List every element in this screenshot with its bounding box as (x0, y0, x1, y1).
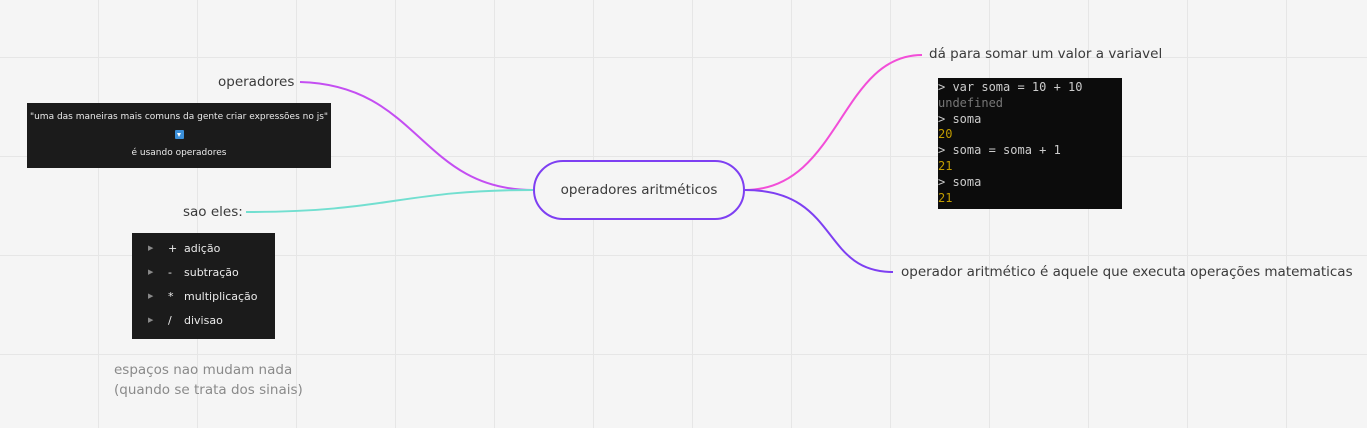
terminal-line: 20 (938, 127, 953, 142)
operator-name: multiplicação (184, 290, 258, 303)
terminal-line: 21 (938, 190, 953, 205)
central-topic-node[interactable]: operadores aritméticos (533, 160, 745, 220)
sao-eles-node[interactable]: sao eles: (183, 204, 243, 220)
operator-symbol: * (168, 290, 174, 303)
operator-symbol: + (168, 242, 178, 255)
quote-line-1: "uma das maneiras mais comuns da gente c… (29, 112, 329, 122)
triangle-right-icon: ▶ (148, 268, 154, 276)
central-topic-label: operadores aritméticos (560, 182, 718, 198)
quote-line-2: é usando operadores (131, 148, 227, 158)
connector-definition (744, 189, 894, 273)
list-item: ▶ - subtração (132, 266, 275, 282)
terminal-line: > soma (938, 111, 982, 126)
operadores-node[interactable]: operadores (218, 74, 295, 90)
terminal-line: undefined (938, 95, 1004, 110)
operators-list-card[interactable]: ▶ + adição ▶ - subtração ▶ * multiplicaç… (132, 233, 275, 339)
operator-name: adição (184, 242, 221, 255)
list-item: ▶ * multiplicação (132, 290, 275, 306)
note-line-1[interactable]: espaços nao mudam nada (114, 362, 293, 378)
operator-symbol: / (168, 314, 172, 327)
somar-node[interactable]: dá para somar um valor a variavel (929, 46, 1163, 62)
operator-name: divisao (184, 314, 223, 327)
list-item: ▶ / divisao (132, 314, 275, 330)
down-arrow-icon (174, 130, 184, 139)
connector-operadores (299, 81, 534, 191)
connector-somar (744, 54, 923, 191)
definition-node[interactable]: operador aritmético é aquele que executa… (901, 264, 1353, 280)
note-line-2[interactable]: (quando se trata dos sinais) (114, 382, 303, 398)
connector-sao-eles (245, 189, 534, 213)
terminal-line: > soma = soma + 1 (938, 143, 1061, 158)
triangle-right-icon: ▶ (148, 316, 154, 324)
triangle-right-icon: ▶ (148, 244, 154, 252)
terminal-line: > soma (938, 174, 982, 189)
terminal-line: > var soma = 10 + 10 (938, 80, 1083, 94)
quote-card[interactable]: "uma das maneiras mais comuns da gente c… (27, 103, 331, 168)
operator-symbol: - (168, 266, 172, 279)
terminal-line: 21 (938, 158, 953, 173)
list-item: ▶ + adição (132, 242, 275, 258)
operator-name: subtração (184, 266, 239, 279)
triangle-right-icon: ▶ (148, 292, 154, 300)
terminal-output[interactable]: > var soma = 10 + 10 undefined > soma 20… (938, 78, 1122, 209)
